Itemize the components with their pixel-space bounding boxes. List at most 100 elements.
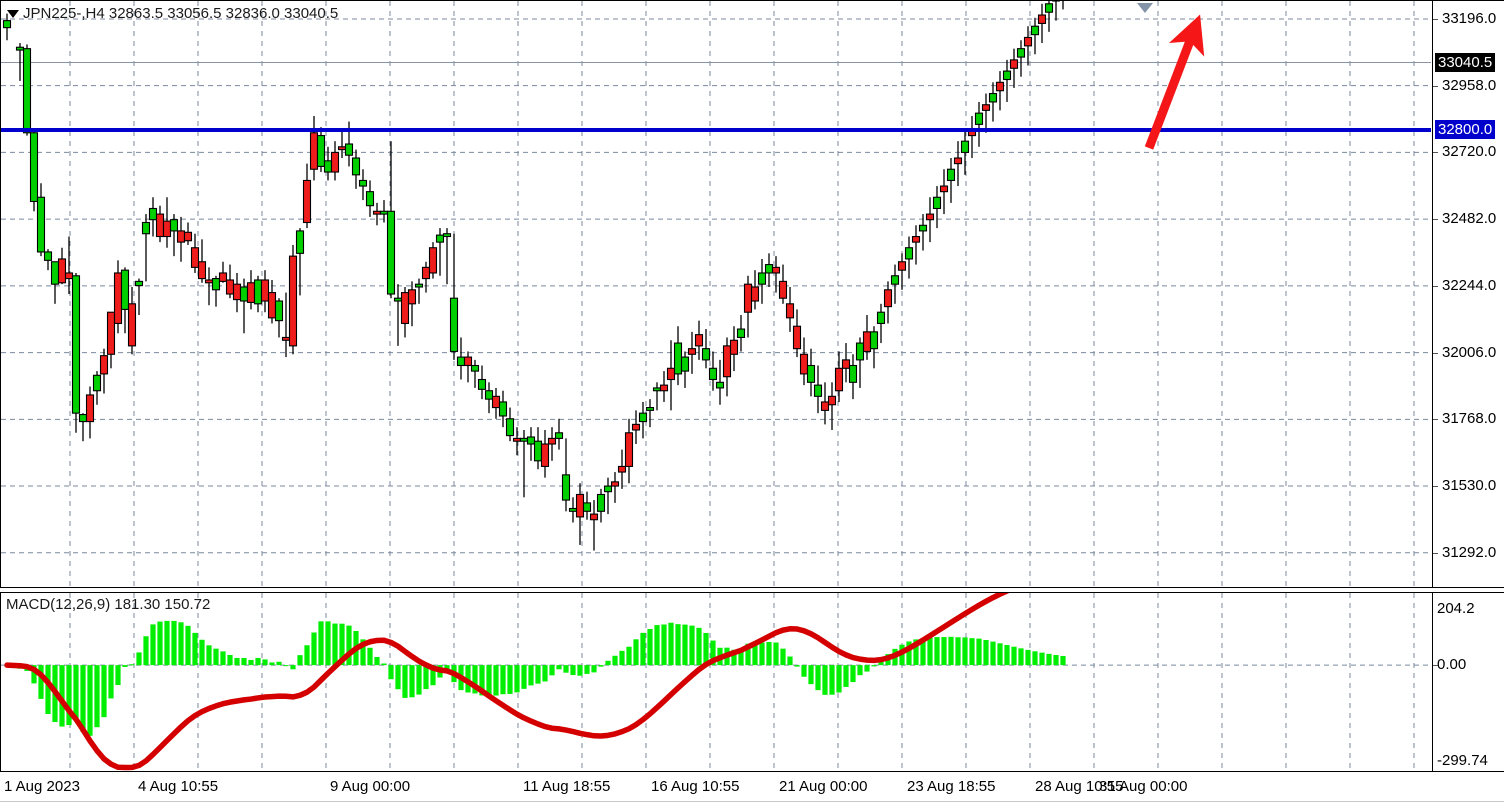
candlestick xyxy=(113,260,123,334)
macd-histogram-bar xyxy=(780,648,786,666)
price-tick-label: 32720.0 xyxy=(1442,143,1497,161)
candlestick xyxy=(463,351,473,383)
macd-histogram-bar xyxy=(598,665,604,667)
candlestick xyxy=(295,228,305,296)
candlestick xyxy=(239,278,249,334)
candlestick xyxy=(421,261,431,293)
candlestick xyxy=(652,382,662,411)
macd-histogram-bar xyxy=(689,625,695,666)
time-axis[interactable]: 1 Aug 2023 4 Aug 10:55 9 Aug 00:00 11 Aug 1… xyxy=(0,772,1504,802)
macd-histogram-bar xyxy=(297,655,303,666)
macd-histogram-bar xyxy=(325,621,331,666)
price-tick-label: 31530.0 xyxy=(1442,477,1497,495)
candlestick xyxy=(757,258,767,304)
candlestick xyxy=(582,491,592,520)
price-plot-area[interactable] xyxy=(1,1,1432,587)
candlestick xyxy=(148,197,158,237)
candlestick xyxy=(659,371,669,402)
macd-histogram-bar xyxy=(731,649,737,666)
candlestick xyxy=(36,183,46,257)
candlestick xyxy=(29,129,39,212)
macd-histogram-bar xyxy=(997,643,1003,666)
macd-plot-area[interactable] xyxy=(1,593,1432,771)
macd-histogram-bar xyxy=(836,665,842,693)
price-axis[interactable]: 33196.0 32958.0 32720.0 32482.0 32244.0 32006… xyxy=(1432,0,1504,588)
candlestick xyxy=(533,427,543,470)
bullish-arrow-annotation xyxy=(1144,14,1205,150)
macd-histogram-bar xyxy=(801,665,807,677)
candlestick xyxy=(253,275,263,313)
time-tick-label: 16 Aug 10:55 xyxy=(651,778,740,795)
macd-histogram-bar xyxy=(913,639,919,666)
macd-histogram-bar xyxy=(136,652,142,666)
macd-histogram-bar xyxy=(745,643,751,666)
candlestick xyxy=(50,261,60,304)
candlestick xyxy=(190,233,200,273)
macd-histogram-bar xyxy=(990,641,996,666)
macd-histogram-bar xyxy=(157,621,163,666)
candlestick xyxy=(617,449,627,489)
candlestick xyxy=(645,399,655,428)
macd-histogram-bar xyxy=(584,665,590,674)
candlestick xyxy=(393,284,403,346)
macd-histogram-bar xyxy=(521,665,527,689)
candlestick xyxy=(43,249,53,271)
macd-histogram-bar xyxy=(332,623,338,666)
candlestick xyxy=(876,303,886,344)
time-tick-label: 21 Aug 00:00 xyxy=(779,778,868,795)
candlestick xyxy=(792,309,802,358)
candlestick xyxy=(519,429,529,498)
price-chart-panel[interactable]: JPN225-,H4 32863.5 33056.5 32836.0 33040… xyxy=(0,0,1432,588)
chart-menu-triangle-icon[interactable] xyxy=(7,10,19,18)
macd-histogram-bar xyxy=(367,647,373,666)
macd-histogram-bar xyxy=(472,665,478,694)
macd-histogram-bar xyxy=(1060,655,1066,666)
macd-histogram-bar xyxy=(591,665,597,673)
macd-histogram-bar xyxy=(976,638,982,666)
candlestick xyxy=(729,326,739,372)
macd-histogram-bar xyxy=(815,665,821,691)
macd-histogram-bar xyxy=(339,623,345,666)
price-level-badge[interactable]: 32800.0 xyxy=(1435,119,1496,139)
macd-histogram-bar xyxy=(1046,653,1052,666)
macd-histogram-bar xyxy=(661,624,667,666)
macd-histogram-bar xyxy=(276,661,282,666)
candlestick xyxy=(470,359,480,388)
macd-histogram-bar xyxy=(871,665,877,667)
time-tick-label: 28 Aug 10:55 xyxy=(1035,778,1124,795)
candlestick xyxy=(939,169,949,215)
macd-histogram-bar xyxy=(703,632,709,666)
macd-histogram-bar xyxy=(395,665,401,690)
candlestick xyxy=(274,298,284,338)
candlestick xyxy=(1051,1,1061,21)
candlestick xyxy=(428,242,438,279)
candlestick xyxy=(554,418,564,450)
candlestick xyxy=(1002,59,1012,102)
candlestick xyxy=(99,348,109,394)
macd-tick-label: 204.2 xyxy=(1437,600,1475,617)
macd-histogram-bar xyxy=(668,622,674,666)
macd-histogram-bar xyxy=(31,665,37,684)
candlestick xyxy=(127,286,137,355)
candlestick xyxy=(386,141,396,299)
candlestick xyxy=(603,477,613,515)
price-tick-label: 32482.0 xyxy=(1442,210,1497,228)
macd-histogram-bar xyxy=(59,665,65,727)
macd-histogram-bar xyxy=(206,645,212,666)
time-tick-label: 31 Aug 00:00 xyxy=(1099,778,1188,795)
macd-indicator-panel[interactable]: MACD(12,26,9) 181.30 150.72 xyxy=(0,592,1432,772)
macd-histogram-bar xyxy=(346,625,352,666)
candlestick xyxy=(764,253,774,287)
macd-histogram-bar xyxy=(220,651,226,666)
candlestick xyxy=(414,278,424,304)
macd-histogram-bar xyxy=(87,665,93,736)
candlestick xyxy=(862,315,872,360)
macd-histogram-bar xyxy=(633,639,639,666)
candlestick xyxy=(568,497,578,523)
candlestick xyxy=(351,149,361,189)
macd-histogram-bar xyxy=(360,639,366,666)
macd-histogram-bar xyxy=(178,622,184,666)
candlestick xyxy=(1023,26,1033,66)
last-price-badge: 33040.5 xyxy=(1435,52,1496,72)
macd-histogram-bar xyxy=(283,665,289,667)
